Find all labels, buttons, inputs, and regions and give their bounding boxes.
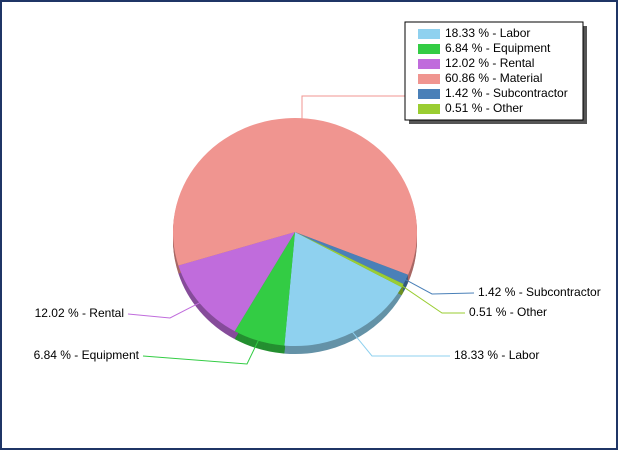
data-label: 6.84 % - Equipment bbox=[34, 348, 140, 362]
legend-label: 6.84 % - Equipment bbox=[445, 41, 551, 55]
legend-label: 12.02 % - Rental bbox=[445, 56, 534, 70]
leader-line bbox=[142, 337, 261, 365]
legend-label: 60.86 % - Material bbox=[445, 71, 542, 85]
leader-line bbox=[127, 300, 203, 319]
slice bbox=[178, 232, 295, 332]
leader-line bbox=[301, 95, 406, 127]
legend-swatch bbox=[418, 74, 440, 84]
legend-label: 0.51 % - Other bbox=[445, 101, 523, 115]
legend-swatch bbox=[418, 44, 440, 54]
data-label: 0.51 % - Other bbox=[469, 305, 547, 319]
legend-swatch bbox=[418, 29, 440, 39]
slice bbox=[284, 232, 402, 347]
slice bbox=[295, 232, 404, 288]
slice bbox=[234, 232, 295, 346]
slice bbox=[295, 232, 409, 285]
data-label: 12.02 % - Rental bbox=[35, 306, 124, 320]
legend-swatch bbox=[418, 59, 440, 69]
legend-label: 18.33 % - Labor bbox=[445, 26, 530, 40]
slice bbox=[172, 117, 417, 275]
legend-swatch bbox=[418, 89, 440, 99]
data-label: 1.42 % - Subcontractor bbox=[478, 285, 601, 299]
leader-line bbox=[402, 277, 475, 295]
leader-line bbox=[350, 329, 450, 357]
legend-label: 1.42 % - Subcontractor bbox=[445, 86, 568, 100]
legend-swatch bbox=[418, 104, 440, 114]
data-label: 18.33 % - Labor bbox=[454, 348, 539, 362]
leader-line bbox=[399, 283, 465, 314]
